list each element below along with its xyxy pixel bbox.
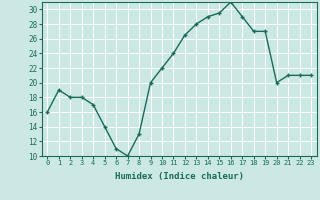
X-axis label: Humidex (Indice chaleur): Humidex (Indice chaleur) (115, 172, 244, 181)
